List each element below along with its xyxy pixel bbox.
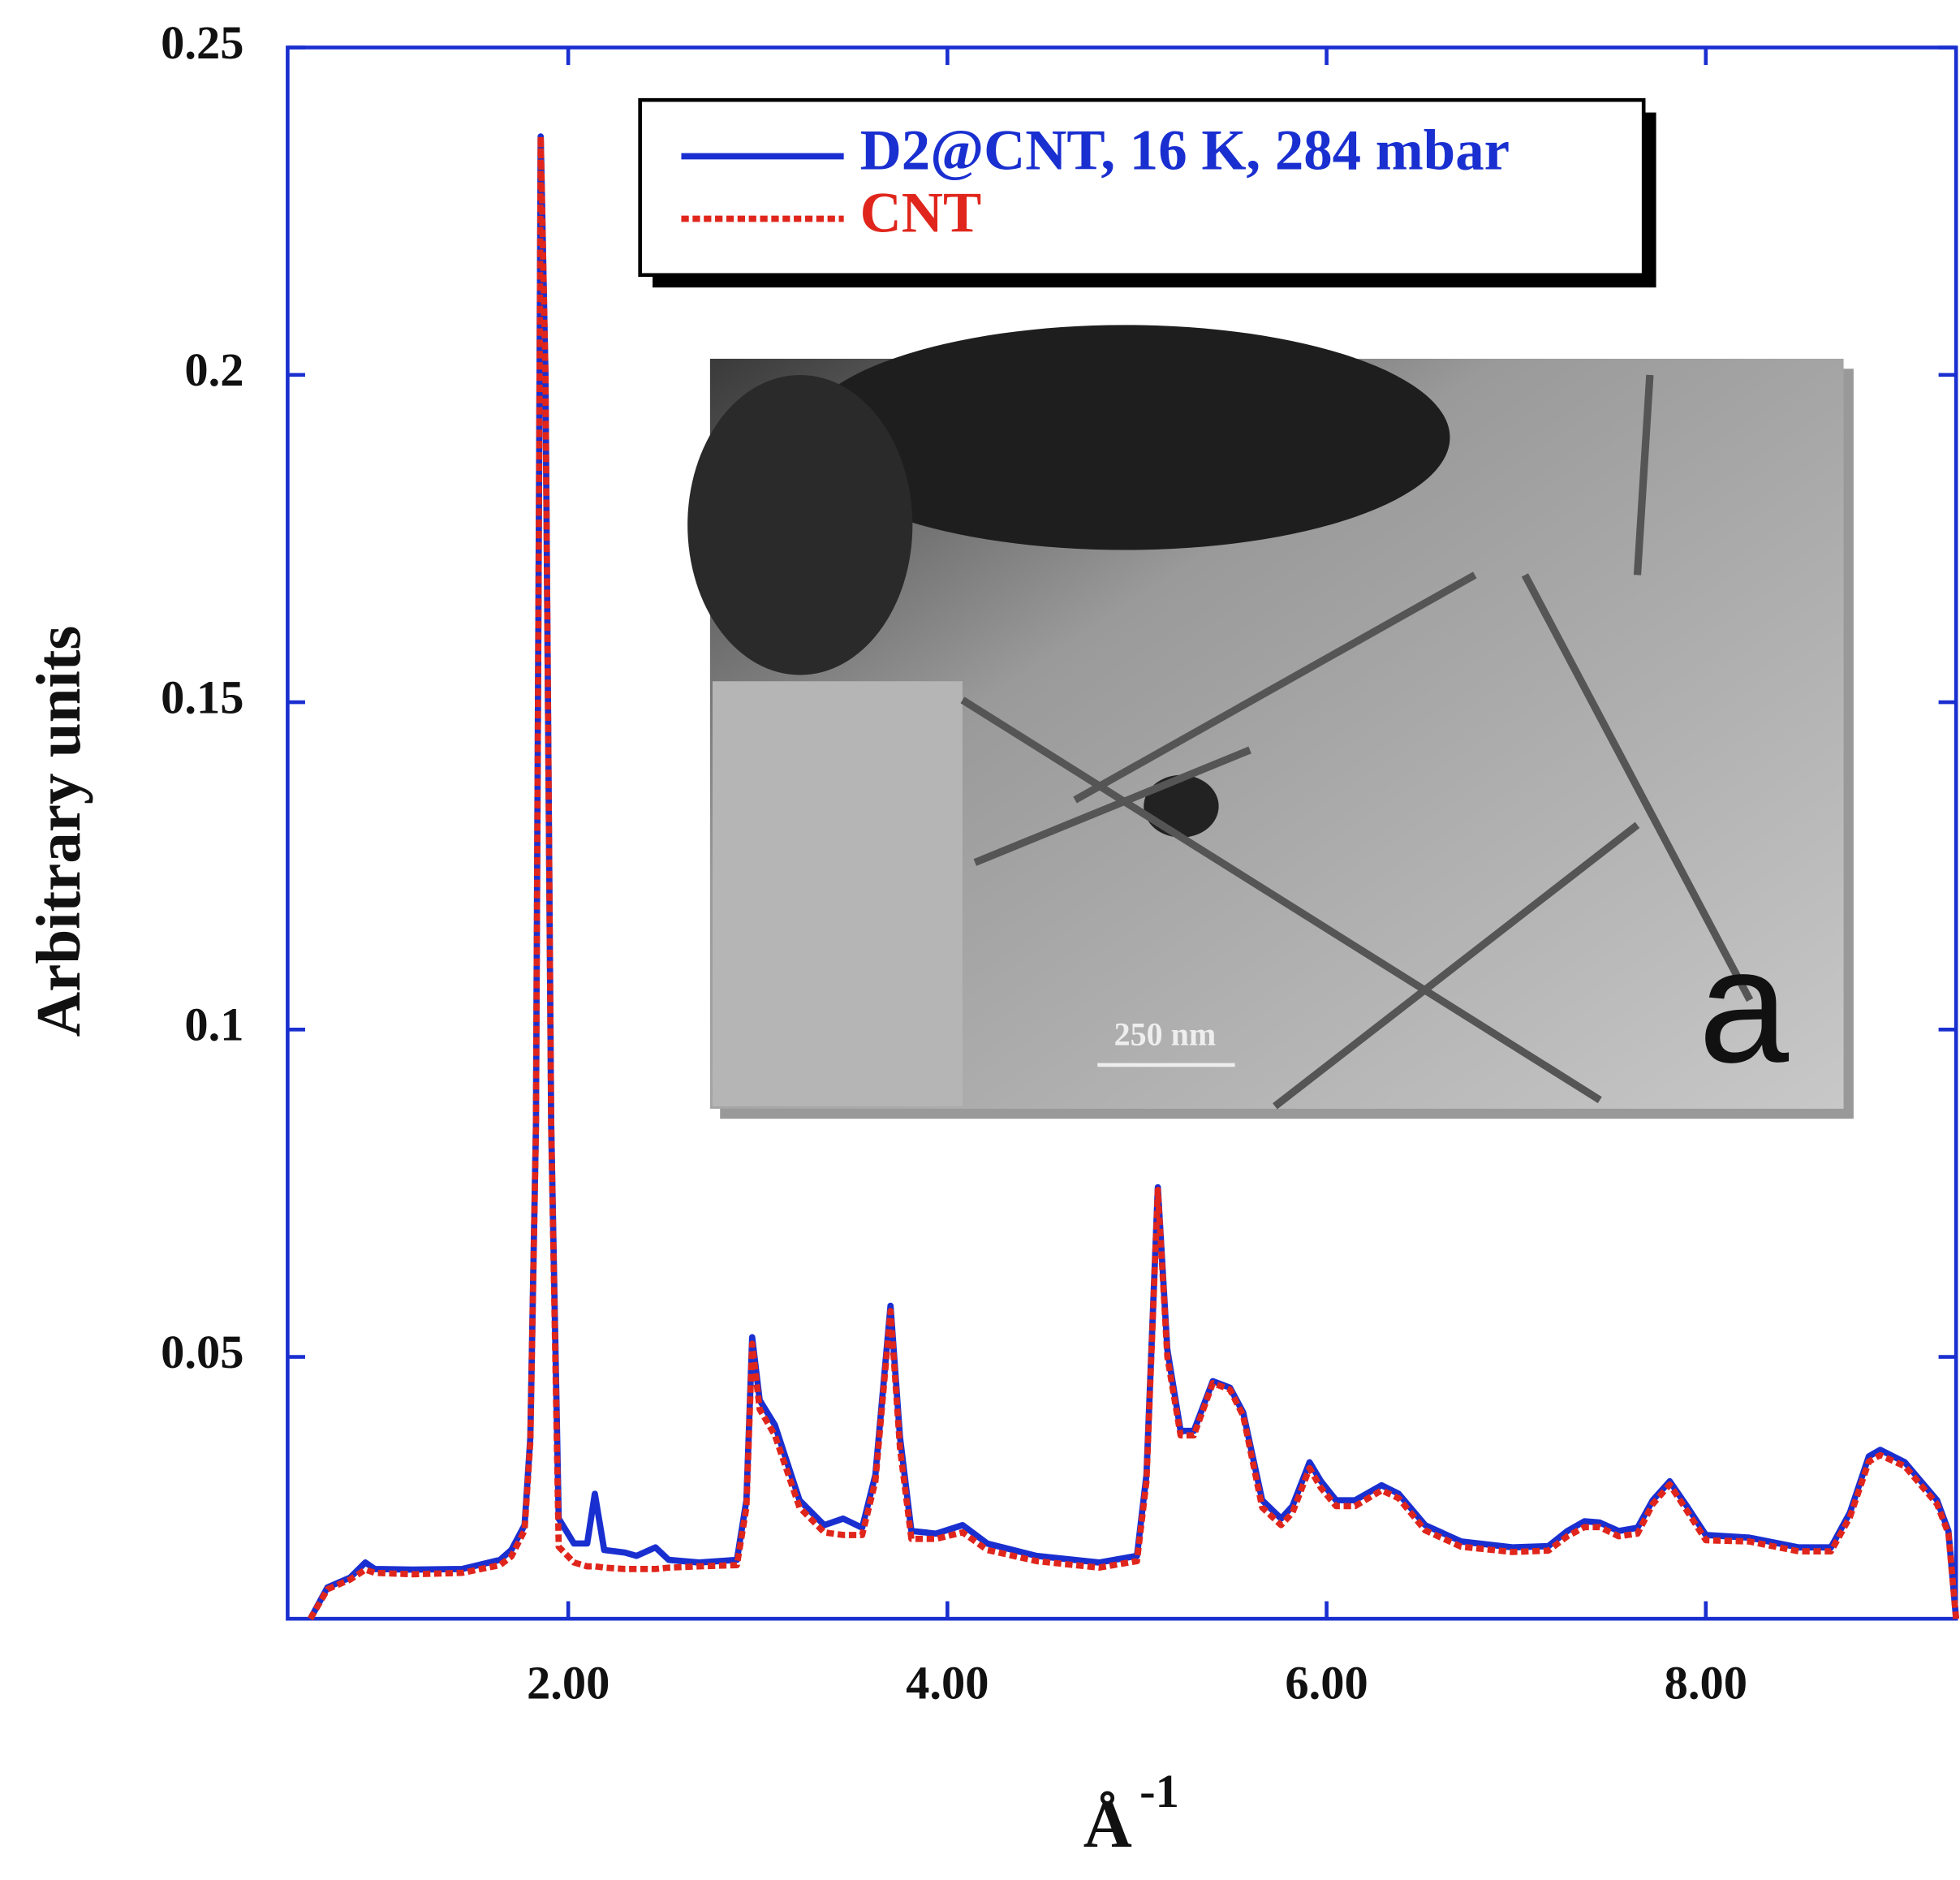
legend-label: D2@CNT, 16 K, 284 mbar: [860, 119, 1510, 183]
x-tick-label: 4.00: [906, 1656, 989, 1709]
x-tick-label: 6.00: [1285, 1656, 1368, 1709]
y-tick-label: 0.05: [161, 1326, 243, 1378]
inset-blob: [799, 325, 1450, 550]
x-tick-label: 8.00: [1665, 1656, 1747, 1709]
inset-scale-bar: 250 nm: [1114, 1015, 1217, 1052]
inset-panel-label: a: [1699, 916, 1790, 1097]
series-line: [308, 133, 1959, 1621]
inset-image: 250 nm a: [687, 325, 1854, 1119]
y-tick-label: 0.1: [184, 998, 243, 1051]
legend-label: CNT: [860, 182, 982, 245]
y-tick-label: 0.25: [161, 16, 243, 69]
y-axis-label: Arbitrary units: [24, 626, 93, 1037]
inset-tubes: [960, 374, 1754, 1110]
y-tick-label: 0.2: [184, 343, 243, 396]
x-axis-label: Å -1: [1083, 1765, 1179, 1861]
inset-subimage: [712, 681, 963, 1106]
y-tick-label: 0.15: [161, 671, 243, 723]
inset-blob: [687, 374, 913, 675]
plot-frame: [286, 45, 1958, 1621]
inset-blob: [1144, 774, 1219, 838]
legend-box: [638, 97, 1646, 278]
x-tick-label: 2.00: [527, 1656, 610, 1709]
